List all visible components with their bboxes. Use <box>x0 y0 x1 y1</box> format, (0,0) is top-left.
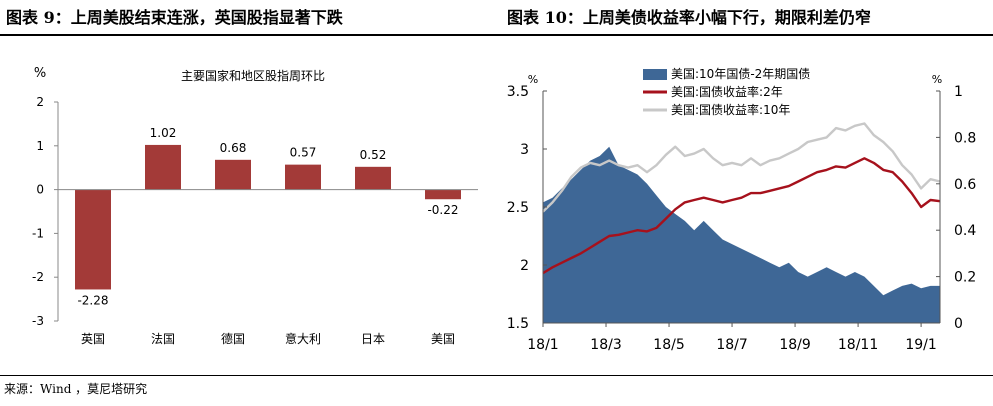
bar-value-label: -2.28 <box>77 293 108 307</box>
category-label: 美国 <box>431 332 455 346</box>
y-axis-unit: % <box>34 66 46 81</box>
legend-swatch-spread <box>643 69 667 80</box>
bottom-divider <box>0 375 993 376</box>
y-tick-label: 2 <box>36 95 44 109</box>
left-tick-label: 2 <box>520 258 529 274</box>
right-tick-label: 0.4 <box>954 223 976 239</box>
legend-label: 美国:国债收益率:2年 <box>671 84 783 99</box>
series-spread-area <box>543 146 940 323</box>
figure-9-title: 图表 9：上周美股结束连涨，英国股指显著下跌 <box>6 8 343 27</box>
left-axis-unit: % <box>528 73 538 86</box>
bar-1 <box>75 189 111 290</box>
legend-label: 美国:10年国债-2年期国债 <box>671 67 810 81</box>
bar-6 <box>425 189 461 200</box>
bar-2 <box>145 144 181 190</box>
series-10y-yield-line <box>542 122 941 213</box>
category-label: 英国 <box>81 332 105 346</box>
x-tick-label: 19/1 <box>905 337 936 353</box>
series-2y-yield-line <box>542 157 941 275</box>
x-tick-label: 18/1 <box>527 337 558 353</box>
left-tick-label: 2.5 <box>507 200 529 216</box>
x-tick-label: 18/9 <box>779 337 810 353</box>
bar-5 <box>355 166 391 190</box>
stock-index-bar-chart: 主要国家和地区股指周环比% 2 1 0 -1 -2 -3 -2.28 英国 1.02 法国 0.68 德… <box>32 66 478 346</box>
bar-value-label: -0.22 <box>427 203 458 217</box>
source-note: 来源：Wind ，莫尼塔研究 <box>4 382 148 396</box>
category-label: 法国 <box>151 332 175 346</box>
left-tick-label: 3 <box>520 142 529 158</box>
bar-4 <box>285 164 321 190</box>
legend-label: 美国:国债收益率:10年 <box>671 102 790 117</box>
bar-value-label: 0.57 <box>290 146 317 160</box>
bar-value-label: 0.68 <box>220 141 247 155</box>
right-tick-label: 0.2 <box>954 270 976 286</box>
y-tick-label: -2 <box>32 270 44 284</box>
y-tick-label: -1 <box>32 226 44 240</box>
left-tick-label: 3.5 <box>507 84 529 100</box>
right-axis-unit: % <box>932 73 942 86</box>
y-tick-label: 0 <box>36 183 44 197</box>
x-tick-label: 18/3 <box>590 337 621 353</box>
left-tick-label: 1.5 <box>507 316 529 332</box>
right-tick-label: 0 <box>954 316 963 332</box>
right-tick-label: 1 <box>954 84 963 100</box>
x-tick-label: 18/5 <box>653 337 684 353</box>
chart-title: 主要国家和地区股指周环比 <box>181 68 325 83</box>
x-tick-label: 18/7 <box>716 337 747 353</box>
category-label: 意大利 <box>285 331 321 346</box>
figure-10-title: 图表 10：上周美债收益率小幅下行，期限利差仍窄 <box>507 8 871 27</box>
y-tick-label: 1 <box>36 139 44 153</box>
top-divider <box>0 34 993 36</box>
bar-value-label: 1.02 <box>150 126 177 140</box>
right-tick-label: 0.8 <box>954 130 976 146</box>
bar-3 <box>215 159 251 190</box>
x-tick-label: 18/11 <box>838 337 878 353</box>
right-tick-label: 0.6 <box>954 177 976 193</box>
bar-value-label: 0.52 <box>360 148 387 162</box>
y-tick-label: -3 <box>32 314 44 328</box>
category-label: 日本 <box>361 332 385 346</box>
category-label: 德国 <box>221 331 245 346</box>
